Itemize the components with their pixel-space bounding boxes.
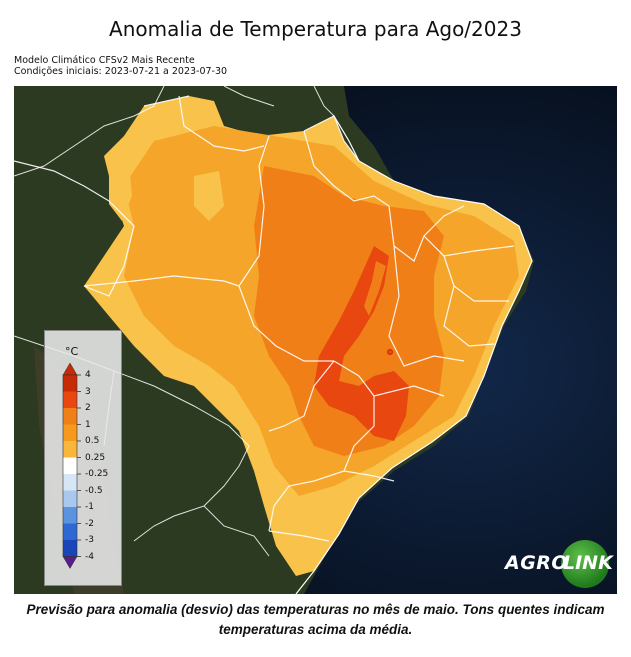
colorbar-legend: °C 4 3 2 1 0.5 0.25 -0.25 -0.5 -1 -2 -3 -4 bbox=[44, 330, 122, 586]
colorbar-segment bbox=[63, 391, 77, 408]
colorbar-tick-label: -3 bbox=[85, 535, 94, 545]
brasilia-marker bbox=[387, 349, 393, 355]
colorbar-tick-label: -4 bbox=[85, 551, 94, 562]
colorbar-segment bbox=[63, 441, 77, 458]
colorbar-tick-label: -0.5 bbox=[85, 485, 103, 496]
map-title: Anomalia de Temperatura para Ago/2023 bbox=[109, 17, 522, 41]
colorbar-tick-label: 4 bbox=[85, 370, 91, 380]
logo-text-agro: AGRO bbox=[505, 552, 569, 574]
colorbar-segment bbox=[63, 490, 77, 507]
colorbar-tick-label: -2 bbox=[85, 518, 94, 529]
anomaly-light-patch-2 bbox=[194, 171, 224, 221]
state-borders bbox=[14, 95, 515, 542]
colorbar-segment bbox=[63, 424, 77, 441]
map-canvas bbox=[14, 86, 617, 594]
colorbar-tick-label: 0.25 bbox=[85, 452, 106, 463]
colorbar-segment bbox=[63, 408, 77, 425]
colorbar-tick-label: 0.5 bbox=[85, 436, 100, 446]
legend-unit: °C bbox=[65, 345, 79, 358]
colorbar-tick-label: 3 bbox=[85, 386, 91, 397]
anomaly-3-4-tip bbox=[364, 261, 386, 316]
colorbar-segment bbox=[63, 474, 77, 491]
colorbar-arrow-bottom bbox=[62, 556, 78, 569]
colorbar-segment bbox=[63, 457, 77, 474]
agrolink-logo: AGRO LINK bbox=[505, 540, 615, 588]
colorbar-segment bbox=[63, 375, 77, 392]
colorbar-segment bbox=[63, 540, 77, 557]
colorbar-tick-label: -0.25 bbox=[85, 469, 109, 479]
initial-conditions-label: Condições iniciais: 2023-07-21 a 2023-07… bbox=[14, 66, 228, 77]
colorbar bbox=[62, 362, 81, 569]
colorbar-frame bbox=[62, 374, 78, 557]
colorbar-arrow-top bbox=[62, 362, 78, 376]
colorbar-segment bbox=[63, 507, 77, 524]
colorbar-tick-label: 1 bbox=[85, 419, 91, 430]
colorbar-tick-label: -1 bbox=[85, 502, 94, 512]
logo-text-link: LINK bbox=[563, 552, 613, 574]
anomaly-map bbox=[14, 86, 617, 594]
logo-circle bbox=[561, 540, 609, 588]
model-label: Modelo Climático CFSv2 Mais Recente bbox=[14, 55, 195, 66]
anomaly-3-4 bbox=[314, 246, 409, 441]
coastline bbox=[295, 115, 533, 594]
colorbar-segment bbox=[63, 523, 77, 540]
figure-caption: Previsão para anomalia (desvio) das temp… bbox=[26, 602, 605, 637]
colorbar-tick-label: 2 bbox=[85, 403, 91, 413]
